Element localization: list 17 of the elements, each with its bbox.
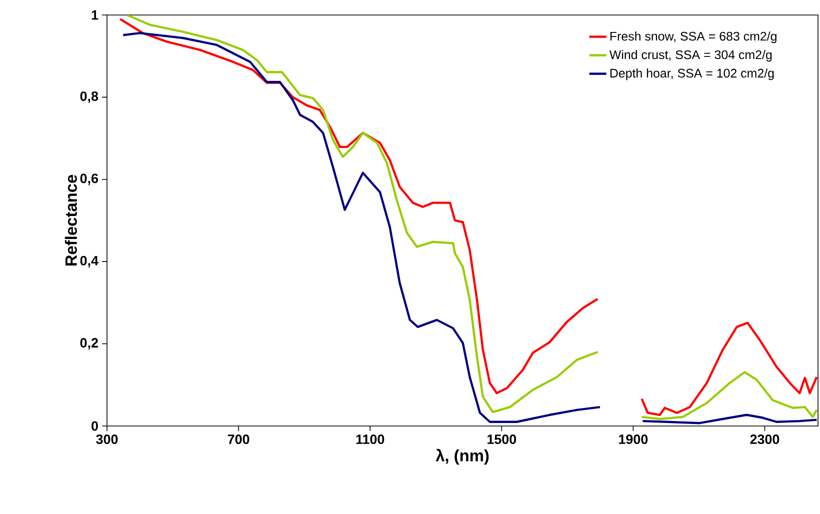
y-tick-label: 0,8 [80,91,98,103]
y-axis-title: Reflectance [64,174,77,266]
x-tick-label: 1100 [356,434,384,444]
y-tick-label: 0,2 [80,338,98,350]
x-tick-label: 700 [228,434,250,444]
x-tick-label: 300 [96,434,118,444]
y-tick-label: 0 [92,421,98,431]
legend-label: Fresh snow, SSA = 683 cm2/g [610,31,776,44]
y-tick-label: 0,4 [80,256,98,268]
y-tick-label: 0,6 [80,174,98,186]
legend-label: Depth hoar, SSA = 102 cm2/g [610,68,774,80]
y-tick-label: 1 [92,10,98,20]
x-axis-title: λ, (nm) [436,448,489,465]
x-tick-label: 1900 [619,434,648,444]
legend-label: Wind crust, SSA = 304 cm2/g [609,50,772,62]
x-tick-label: 2300 [750,434,780,444]
x-tick-label: 1500 [488,434,516,444]
